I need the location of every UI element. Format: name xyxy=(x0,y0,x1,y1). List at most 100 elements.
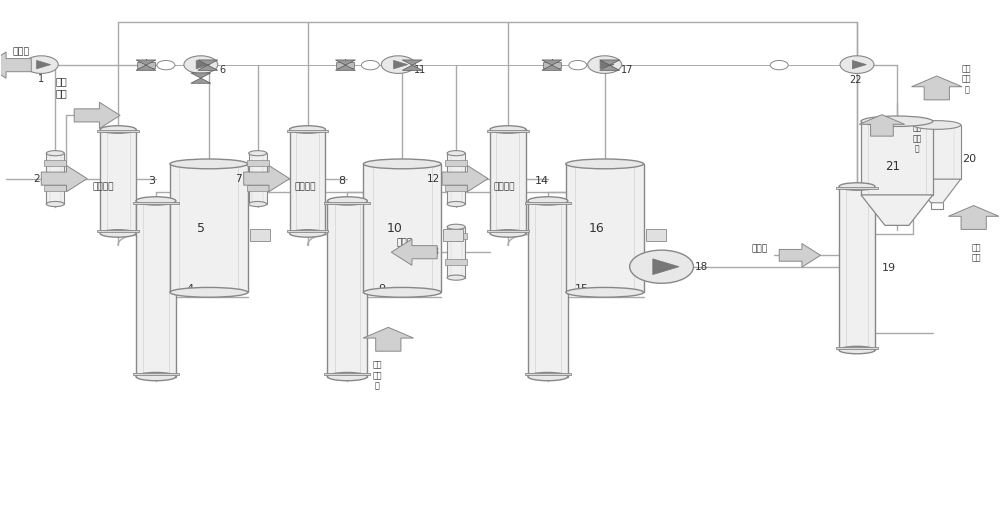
Ellipse shape xyxy=(136,197,176,205)
Ellipse shape xyxy=(528,373,568,381)
Bar xyxy=(336,63,354,68)
Polygon shape xyxy=(542,65,562,70)
Ellipse shape xyxy=(490,230,526,237)
Text: 蒸馏
水排
出: 蒸馏 水排 出 xyxy=(962,64,971,94)
Bar xyxy=(836,347,878,349)
Bar xyxy=(487,130,529,132)
Text: 水蒸气: 水蒸气 xyxy=(751,244,767,254)
Bar xyxy=(445,160,467,166)
Bar xyxy=(44,185,66,191)
Bar xyxy=(445,185,467,191)
Bar xyxy=(487,230,529,232)
Text: 9: 9 xyxy=(378,284,385,294)
Text: 14: 14 xyxy=(535,177,549,187)
Bar xyxy=(327,201,367,377)
Text: 二次
蒸汽: 二次 蒸汽 xyxy=(55,76,67,98)
Text: 蒸馏
水排
出: 蒸馏 水排 出 xyxy=(912,124,921,154)
Polygon shape xyxy=(136,65,156,70)
Bar xyxy=(250,229,270,241)
Ellipse shape xyxy=(46,151,64,156)
Polygon shape xyxy=(394,60,408,69)
Text: 蒸馏
水排
出: 蒸馏 水排 出 xyxy=(373,361,382,390)
Polygon shape xyxy=(191,78,211,83)
Text: 8: 8 xyxy=(338,177,345,187)
Circle shape xyxy=(630,250,693,283)
Text: 20: 20 xyxy=(962,154,976,165)
Text: 16: 16 xyxy=(589,221,605,234)
Polygon shape xyxy=(913,179,961,203)
Circle shape xyxy=(770,60,788,70)
Polygon shape xyxy=(244,166,290,192)
Polygon shape xyxy=(198,60,218,65)
Bar xyxy=(646,229,666,241)
Bar xyxy=(97,130,139,132)
Polygon shape xyxy=(363,327,414,351)
Text: 15: 15 xyxy=(575,284,589,294)
Polygon shape xyxy=(600,60,620,65)
Ellipse shape xyxy=(363,159,441,169)
Polygon shape xyxy=(198,65,218,70)
Bar xyxy=(447,153,465,204)
Text: 6: 6 xyxy=(220,65,226,75)
Text: 7: 7 xyxy=(235,173,242,183)
Ellipse shape xyxy=(327,197,367,205)
Bar xyxy=(445,233,467,240)
Bar xyxy=(363,164,441,292)
Text: 去冷凝器: 去冷凝器 xyxy=(493,182,515,191)
Bar xyxy=(490,130,526,233)
Bar xyxy=(324,373,370,375)
Ellipse shape xyxy=(447,202,465,207)
Circle shape xyxy=(157,60,175,70)
Ellipse shape xyxy=(290,126,325,133)
Bar xyxy=(137,63,155,68)
Polygon shape xyxy=(948,206,999,229)
Text: 21: 21 xyxy=(885,160,900,173)
Circle shape xyxy=(840,56,874,73)
Polygon shape xyxy=(402,60,422,65)
Bar xyxy=(447,227,465,278)
Ellipse shape xyxy=(100,126,136,133)
Text: 13: 13 xyxy=(427,247,440,257)
Polygon shape xyxy=(37,60,51,69)
Polygon shape xyxy=(191,73,211,78)
Text: 22: 22 xyxy=(849,75,861,85)
Polygon shape xyxy=(391,239,437,265)
Polygon shape xyxy=(74,102,120,129)
Text: 去冷凝器: 去冷凝器 xyxy=(295,182,316,191)
Polygon shape xyxy=(859,115,905,136)
Ellipse shape xyxy=(447,151,465,156)
Ellipse shape xyxy=(528,197,568,205)
Bar xyxy=(836,188,878,189)
Bar xyxy=(100,130,136,233)
Bar xyxy=(287,230,328,232)
Bar xyxy=(525,373,571,375)
Ellipse shape xyxy=(249,202,267,207)
Bar xyxy=(133,373,179,375)
Circle shape xyxy=(24,56,58,73)
Bar xyxy=(133,202,179,204)
Ellipse shape xyxy=(447,275,465,280)
Text: 3: 3 xyxy=(148,177,155,187)
Bar xyxy=(525,202,571,204)
Polygon shape xyxy=(335,65,355,70)
Ellipse shape xyxy=(861,116,933,127)
Ellipse shape xyxy=(566,288,644,297)
Polygon shape xyxy=(600,65,620,70)
Ellipse shape xyxy=(290,230,325,237)
Ellipse shape xyxy=(170,288,248,297)
Bar xyxy=(839,187,875,350)
Bar xyxy=(136,201,176,377)
Text: 水蒸气: 水蒸气 xyxy=(396,239,412,247)
Polygon shape xyxy=(136,60,156,65)
Bar xyxy=(445,259,467,265)
Bar xyxy=(528,201,568,377)
Text: 1: 1 xyxy=(38,74,44,84)
Text: 11: 11 xyxy=(414,65,426,75)
Circle shape xyxy=(588,56,622,73)
Polygon shape xyxy=(41,166,87,192)
Ellipse shape xyxy=(249,151,267,156)
Text: 稀糖浆: 稀糖浆 xyxy=(13,48,30,57)
Bar xyxy=(247,160,269,166)
Ellipse shape xyxy=(46,202,64,207)
Bar xyxy=(97,230,139,232)
